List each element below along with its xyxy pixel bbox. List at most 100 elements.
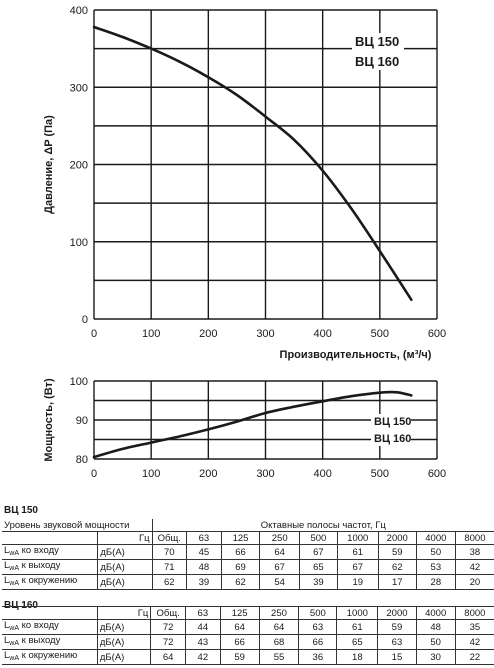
row-unit: дБ(А) xyxy=(97,544,153,560)
chart-1: 0 100 200 300 400 500 600 0 100 200 300 400 ВЦ 150 ВЦ… xyxy=(43,5,446,361)
x-tick-label: 100 xyxy=(142,328,160,340)
x-tick-label: 300 xyxy=(256,328,274,340)
table-cell: 59 xyxy=(377,544,417,560)
table-cell: 28 xyxy=(415,574,456,590)
table-cell: 71 xyxy=(151,559,188,575)
table-cell: 39 xyxy=(186,574,222,590)
unit-hz-header: Гц xyxy=(97,606,152,620)
table-cell: 62 xyxy=(220,574,261,590)
table-cell: 55 xyxy=(258,649,300,665)
table-cell: 42 xyxy=(454,634,494,650)
table-cell: 65 xyxy=(299,559,338,575)
x-tick-label: 0 xyxy=(91,468,97,480)
table-cell: 38 xyxy=(454,544,494,560)
band-header: 125 xyxy=(219,606,260,620)
table-cell: 67 xyxy=(336,559,379,575)
legend-label: ВЦ 160 xyxy=(355,54,399,69)
x-tick-label: 200 xyxy=(199,468,217,480)
table-cell: 64 xyxy=(150,649,186,665)
row-label: LwA ко входу xyxy=(2,544,99,560)
performance-charts: 0 100 200 300 400 500 600 0 100 200 300 400 ВЦ 150 ВЦ… xyxy=(43,5,446,480)
table-cell: 70 xyxy=(151,544,188,560)
x-tick-label: 600 xyxy=(428,328,446,340)
table-cell: 64 xyxy=(219,619,260,635)
table-cell: 15 xyxy=(377,649,417,665)
band-header: 63 xyxy=(186,531,222,545)
table-cell: 64 xyxy=(258,619,300,635)
table-cell: 67 xyxy=(299,544,338,560)
table-cell: 48 xyxy=(186,559,222,575)
table-cell: 18 xyxy=(336,649,379,665)
band-header: Общ. xyxy=(151,531,188,545)
table-cell: 45 xyxy=(186,544,222,560)
legend-label: ВЦ 150 xyxy=(355,34,399,49)
row-unit: дБ(А) xyxy=(96,634,152,650)
x-tick-label: 300 xyxy=(256,468,274,480)
band-header: 250 xyxy=(258,606,300,620)
band-header: 4000 xyxy=(415,606,456,620)
table-cell: 22 xyxy=(454,649,494,665)
table-cell: 72 xyxy=(150,634,186,650)
band-header: 2000 xyxy=(377,606,417,620)
table-cell: 63 xyxy=(298,619,338,635)
series-line xyxy=(92,25,413,301)
table-cell: 50 xyxy=(415,544,456,560)
x-tick-label: 200 xyxy=(199,328,217,340)
x-tick-label: 600 xyxy=(428,468,446,480)
y-tick-label: 80 xyxy=(76,454,88,466)
table-cell: 53 xyxy=(415,559,456,575)
unit-hz-header: Гц xyxy=(97,531,153,545)
y-axis-label: Мощность, (Вт) xyxy=(43,378,55,462)
band-header: 1000 xyxy=(336,606,379,620)
table-cell: 43 xyxy=(184,634,221,650)
table-cell: 17 xyxy=(377,574,417,590)
table-cell: 72 xyxy=(150,619,186,635)
y-axis-label: Давление, ΔP (Па) xyxy=(43,115,55,214)
legend-background xyxy=(371,414,411,446)
table-cell: 68 xyxy=(258,634,300,650)
band-header: 8000 xyxy=(454,606,494,620)
y-tick-label: 90 xyxy=(76,415,88,427)
y-tick-label: 100 xyxy=(70,237,88,249)
band-header: Общ. xyxy=(150,606,186,620)
x-tick-label: 400 xyxy=(313,328,331,340)
x-tick-label: 400 xyxy=(313,468,331,480)
table-cell: 62 xyxy=(377,559,417,575)
table-cell: 67 xyxy=(259,559,300,575)
table-cell: 66 xyxy=(220,544,261,560)
row-label: LwA ко входу xyxy=(2,619,98,635)
legend-label: ВЦ 150 xyxy=(374,416,411,428)
band-header: 8000 xyxy=(454,531,494,545)
table-cell: 42 xyxy=(184,649,221,665)
band-header: 1000 xyxy=(336,531,379,545)
row-unit: дБ(А) xyxy=(96,649,152,665)
table-cell: 66 xyxy=(219,634,260,650)
band-header: 500 xyxy=(298,606,338,620)
table-cell: 48 xyxy=(415,619,456,635)
octave-bands-header: Октавные полосы частот, Гц xyxy=(151,519,494,532)
table-cell: 19 xyxy=(336,574,379,590)
y-tick-label: 400 xyxy=(70,5,88,17)
x-tick-label: 0 xyxy=(91,328,97,340)
table-cell: 65 xyxy=(336,634,379,650)
band-header: 63 xyxy=(184,606,221,620)
band-header: 500 xyxy=(299,531,338,545)
legend-background xyxy=(352,33,404,70)
table-cell: 39 xyxy=(299,574,338,590)
row-unit: дБ(А) xyxy=(97,574,153,590)
table-cell: 20 xyxy=(454,574,494,590)
table-title-vc160: ВЦ 160 xyxy=(4,600,38,611)
table-cell: 61 xyxy=(336,619,379,635)
y-tick-label: 100 xyxy=(70,376,88,388)
x-axis-label: Производительность, (м³/ч) xyxy=(280,349,432,361)
band-header: 4000 xyxy=(415,531,456,545)
y-tick-label: 0 xyxy=(82,314,88,326)
legend-label: ВЦ 160 xyxy=(374,433,411,445)
y-tick-label: 200 xyxy=(70,160,88,172)
band-header: 2000 xyxy=(377,531,417,545)
table-cell: 69 xyxy=(220,559,261,575)
band-header: 125 xyxy=(220,531,261,545)
row-label: LwA к выходу xyxy=(2,634,98,650)
row-label: LwA к окружению xyxy=(2,649,98,665)
x-tick-label: 500 xyxy=(371,328,389,340)
